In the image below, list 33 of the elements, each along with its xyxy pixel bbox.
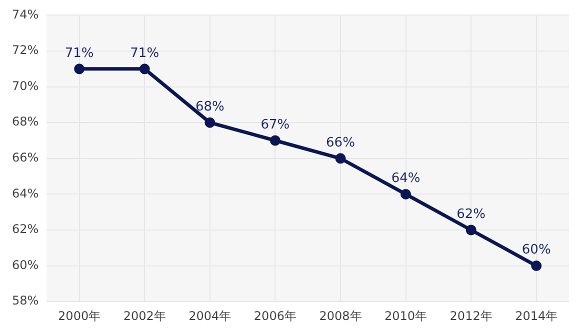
x-tick-label: 2000年 bbox=[58, 308, 101, 323]
y-tick-label: 68% bbox=[12, 114, 39, 129]
data-label: 64% bbox=[391, 171, 420, 186]
data-label: 67% bbox=[260, 117, 290, 132]
point bbox=[204, 117, 216, 128]
point bbox=[139, 64, 150, 74]
point bbox=[466, 224, 476, 236]
y-tick-label: 66% bbox=[12, 150, 39, 165]
point bbox=[335, 153, 346, 164]
data-label: 62% bbox=[456, 206, 486, 222]
data-label: 68% bbox=[195, 99, 224, 114]
data-label: 66% bbox=[326, 135, 355, 150]
data-label: 60% bbox=[522, 242, 551, 258]
y-tick-label: 60% bbox=[12, 258, 39, 272]
y-tick-label: 62% bbox=[12, 222, 39, 236]
y-tick-label: 74% bbox=[12, 7, 39, 22]
data-label: 71% bbox=[64, 46, 94, 61]
point bbox=[74, 64, 85, 74]
x-tick-label: 2006年 bbox=[254, 308, 296, 323]
point bbox=[270, 135, 280, 146]
point bbox=[531, 260, 542, 272]
y-tick-label: 64% bbox=[12, 186, 39, 200]
y-tick-label: 58% bbox=[12, 294, 39, 308]
x-tick-label: 2010年 bbox=[384, 308, 428, 323]
x-tick-label: 2008年 bbox=[319, 308, 362, 323]
x-tick-label: 2012年 bbox=[450, 308, 492, 323]
data-label: 71% bbox=[130, 46, 160, 61]
point bbox=[400, 188, 412, 200]
x-tick-label: 2002年 bbox=[123, 308, 166, 323]
x-tick-label: 2004年 bbox=[188, 308, 232, 323]
y-tick-label: 70% bbox=[12, 78, 39, 93]
x-tick-label: 2014年 bbox=[515, 308, 558, 323]
y-tick-label: 72% bbox=[12, 43, 39, 58]
